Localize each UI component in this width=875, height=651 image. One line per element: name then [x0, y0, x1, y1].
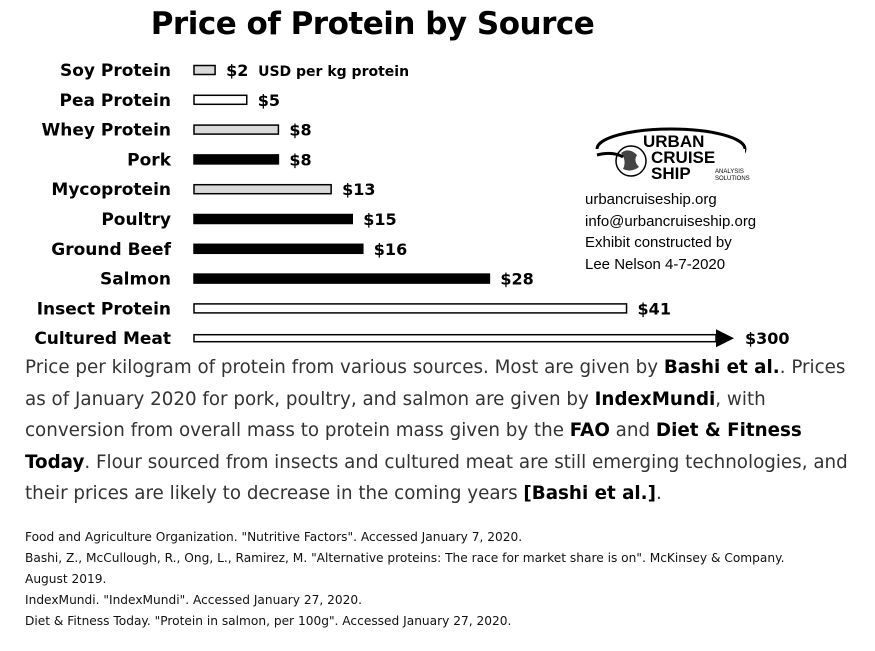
bar-chart: Soy Protein $2 USD per kg protein Pea Prote… [34, 61, 790, 349]
urban-cruise-ship-logo: URBAN CRUISE SHIP ANALYSIS SOLUTIONS [595, 127, 750, 187]
value-label-ground-beef: $16 [374, 240, 407, 259]
contact-block: urbancruiseship.org info@urbancruiseship… [585, 189, 756, 275]
value-label-pork: $8 [289, 150, 311, 169]
caption-text-4: and [609, 420, 656, 441]
email-text: info@urbancruiseship.org [585, 212, 757, 230]
reference-item: IndexMundi. "IndexMundi". Accessed Janua… [25, 593, 363, 607]
bar-cultured-meat [193, 333, 717, 343]
logo-line2: CRUISE [651, 148, 715, 167]
value-label-soy-protein: $2 [226, 61, 248, 80]
logo-line3: SHIP [651, 164, 691, 183]
credit-line-2: Lee Nelson 4-7-2020 [585, 255, 726, 273]
caption-source-fao: FAO [569, 420, 610, 441]
bar-mycoprotein [193, 183, 332, 195]
category-label-cultured-meat: Cultured Meat [34, 329, 171, 349]
caption-source-bashi: Bashi et al. [663, 357, 780, 378]
value-label-pea-protein: $5 [258, 91, 280, 110]
category-label-ground-beef: Ground Beef [51, 240, 171, 260]
bar-soy-protein [193, 64, 216, 76]
value-label-salmon: $28 [500, 270, 533, 289]
bar-poultry [193, 213, 353, 225]
bar-pork [193, 154, 280, 165]
bar-whey-protein [193, 124, 280, 135]
website-text: urbancruiseship.org [585, 191, 717, 208]
caption-source-diet-fitness: Diet & Fitness Today [25, 420, 802, 473]
value-label-mycoprotein: $13 [342, 180, 375, 199]
caption-text-6: . [655, 483, 662, 504]
caption-text-2: . Prices as of January 2020 for pork, po… [25, 357, 846, 410]
bar-pea-protein [193, 94, 248, 106]
category-label-poultry: Poultry [101, 210, 171, 230]
caption-text-5: . Flour sourced from insects and culture… [25, 451, 848, 505]
category-label-whey-protein: Whey Protein [42, 121, 172, 141]
category-label-salmon: Salmon [100, 270, 171, 290]
references-list: Food and Agriculture Organization. "Nutr… [25, 527, 785, 632]
caption-text-1: Price per kilogram of protein from vario… [25, 357, 664, 378]
category-label-mycoprotein: Mycoprotein [51, 180, 171, 200]
value-label-insect-protein: $41 [638, 299, 671, 318]
value-label-whey-protein: $8 [289, 121, 311, 140]
caption-text-3: , with conversion from overall mass to p… [25, 388, 766, 442]
logo-tag1: ANALYSIS [715, 169, 744, 175]
caption-citation: [Bashi et al.] [523, 483, 656, 504]
credit-line-1: Exhibit constructed by [585, 234, 732, 251]
bar-salmon [193, 273, 491, 284]
category-label-pea-protein: Pea Protein [60, 91, 172, 111]
chart-caption: Price per kilogram of protein from vario… [25, 352, 865, 510]
category-label-insect-protein: Insect Protein [37, 299, 171, 319]
unit-label: USD per kg protein [258, 64, 409, 80]
chart-title: Price of Protein by Source [150, 6, 595, 42]
value-label-poultry: $15 [363, 210, 396, 229]
logo-line1: URBAN [643, 132, 704, 151]
logo-tag2: SOLUTIONS [715, 176, 750, 182]
caption-source-indexmundi: IndexMundi [594, 388, 716, 410]
reference-item: Bashi, Z., McCullough, R., Ong, L., Rami… [25, 551, 785, 586]
reference-item: Food and Agriculture Organization. "Nutr… [25, 530, 523, 544]
category-label-soy-protein: Soy Protein [60, 61, 171, 81]
bar-arrowhead-cultured-meat [716, 329, 734, 348]
bar-ground-beef [193, 243, 364, 255]
category-label-pork: Pork [127, 150, 172, 170]
reference-item: Diet & Fitness Today. "Protein in salmon… [25, 614, 512, 628]
bar-insect-protein [193, 303, 628, 314]
value-label-cultured-meat: $300 [745, 329, 790, 348]
